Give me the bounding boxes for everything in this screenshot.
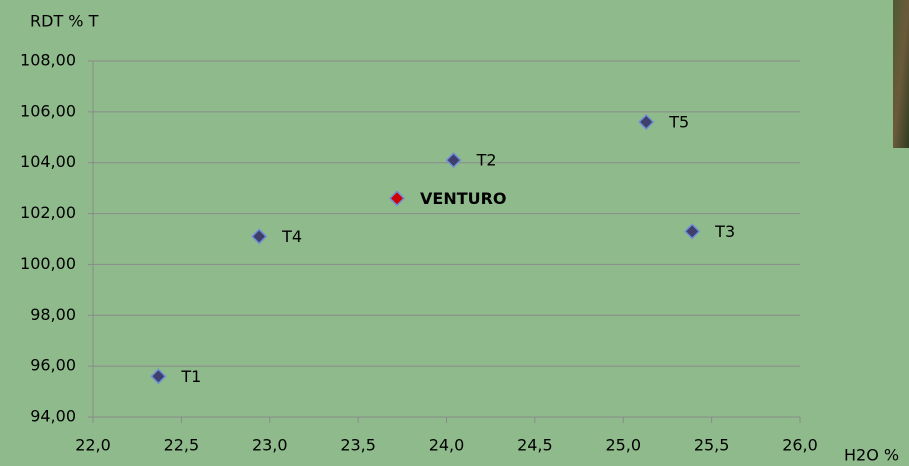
y-tick-label: 106,00 bbox=[20, 101, 76, 120]
x-tick-label: 23,0 bbox=[252, 436, 288, 455]
point bbox=[252, 229, 266, 243]
point-label: T2 bbox=[476, 151, 497, 170]
x-tick-label: 22,5 bbox=[164, 436, 200, 455]
y-axis-title: RDT % T bbox=[30, 12, 99, 31]
x-tick-label: 26,0 bbox=[782, 436, 818, 455]
x-axis-title: H2O % bbox=[844, 446, 899, 465]
x-tick-label: 25,0 bbox=[605, 436, 641, 455]
y-tick-label: 100,00 bbox=[20, 254, 76, 273]
point bbox=[151, 369, 165, 383]
y-tick-label: 98,00 bbox=[30, 305, 76, 324]
point-label: T5 bbox=[668, 113, 689, 132]
y-tick-label: 104,00 bbox=[20, 152, 76, 171]
point-label: T3 bbox=[714, 222, 735, 241]
x-tick-label: 24,5 bbox=[517, 436, 553, 455]
chart: RDT % T H2O % 94,00 96,00 98,00 100,00 102,0… bbox=[0, 0, 909, 466]
point bbox=[447, 153, 461, 167]
photo-corner bbox=[893, 0, 909, 148]
point bbox=[639, 115, 653, 129]
point bbox=[390, 191, 404, 205]
point bbox=[685, 224, 699, 238]
y-tick-label: 102,00 bbox=[20, 203, 76, 222]
x-tick-label: 23,5 bbox=[340, 436, 376, 455]
point-label: T1 bbox=[180, 367, 201, 386]
x-tick-label: 22,0 bbox=[75, 436, 111, 455]
point-label: T4 bbox=[281, 227, 302, 246]
point-label: VENTURO bbox=[420, 189, 507, 208]
y-tick-label: 94,00 bbox=[30, 407, 76, 426]
x-tick-label: 24,0 bbox=[429, 436, 465, 455]
y-tick-label: 96,00 bbox=[30, 356, 76, 375]
x-tick-label: 25,5 bbox=[694, 436, 730, 455]
y-tick-label: 108,00 bbox=[20, 51, 76, 70]
